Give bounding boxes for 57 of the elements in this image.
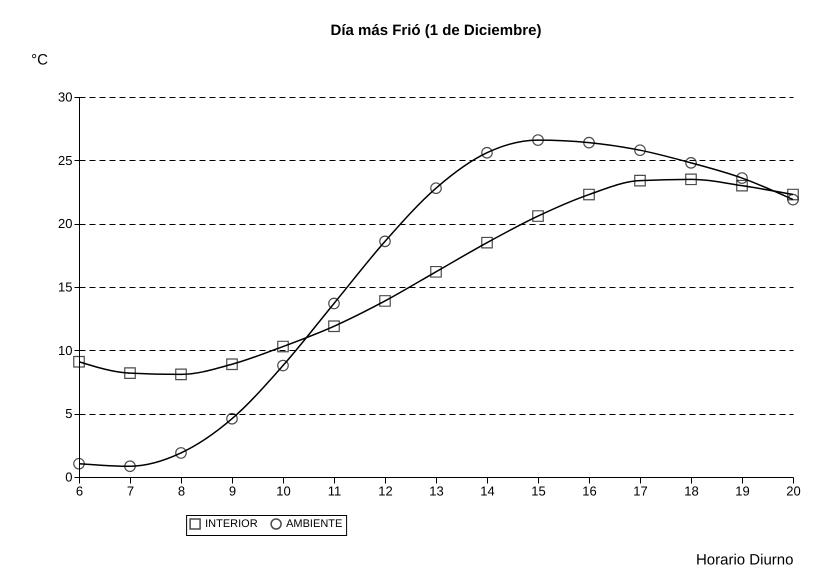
x-axis-title: Horario Diurno	[696, 552, 794, 568]
x-tick-label: 16	[582, 484, 597, 498]
x-tick-label: 7	[126, 484, 134, 498]
x-tick-label: 9	[228, 484, 236, 498]
point	[430, 182, 442, 194]
x-tick-label: 17	[633, 484, 648, 498]
point	[532, 134, 544, 146]
x-tick-label: 6	[76, 484, 84, 498]
y-axis-title: °C	[31, 52, 48, 68]
point	[481, 236, 493, 249]
x-tick-label: 15	[531, 484, 546, 498]
y-tick-label: 15	[58, 280, 72, 294]
point	[73, 458, 85, 470]
x-tick-label: 19	[735, 484, 750, 498]
point	[226, 358, 238, 370]
x-tick-label: 8	[178, 484, 186, 498]
y-tick-label: 0	[65, 470, 72, 484]
point	[736, 172, 748, 184]
point	[481, 146, 493, 159]
x-tick-label: 12	[378, 484, 393, 498]
point	[277, 360, 289, 372]
point	[430, 266, 442, 278]
legend-label: AMBIENTE	[286, 518, 342, 530]
point	[379, 236, 391, 248]
point	[175, 368, 187, 380]
point	[685, 173, 697, 186]
x-tick-label: 18	[684, 484, 699, 498]
x-tick-label: 10	[276, 484, 291, 498]
point	[634, 144, 646, 156]
y-tick-label: 30	[58, 90, 72, 104]
point	[328, 320, 340, 332]
y-tick-label: 25	[58, 152, 72, 168]
point	[124, 367, 136, 379]
point	[277, 340, 289, 352]
x-tick-label: 11	[328, 484, 342, 498]
x-tick-label: 14	[480, 484, 495, 498]
point	[379, 295, 391, 307]
point	[532, 210, 544, 222]
y-tick-label: 10	[58, 342, 72, 358]
point	[685, 157, 697, 169]
y-tick-label: 20	[58, 216, 72, 232]
point	[583, 136, 595, 148]
point	[787, 188, 799, 200]
point	[328, 298, 340, 310]
chart-title: Día más Frió (1 de Diciembre)	[330, 22, 542, 39]
point	[73, 356, 85, 368]
point	[634, 174, 646, 186]
legend-label: INTERIOR	[205, 518, 258, 530]
point	[736, 180, 748, 192]
point	[124, 460, 136, 472]
x-tick-label: 20	[786, 484, 801, 498]
x-tick-label: 13	[429, 484, 444, 498]
point	[583, 188, 595, 200]
y-tick-label: 5	[65, 406, 72, 422]
point	[787, 194, 799, 206]
point	[175, 447, 187, 459]
point	[226, 412, 238, 425]
